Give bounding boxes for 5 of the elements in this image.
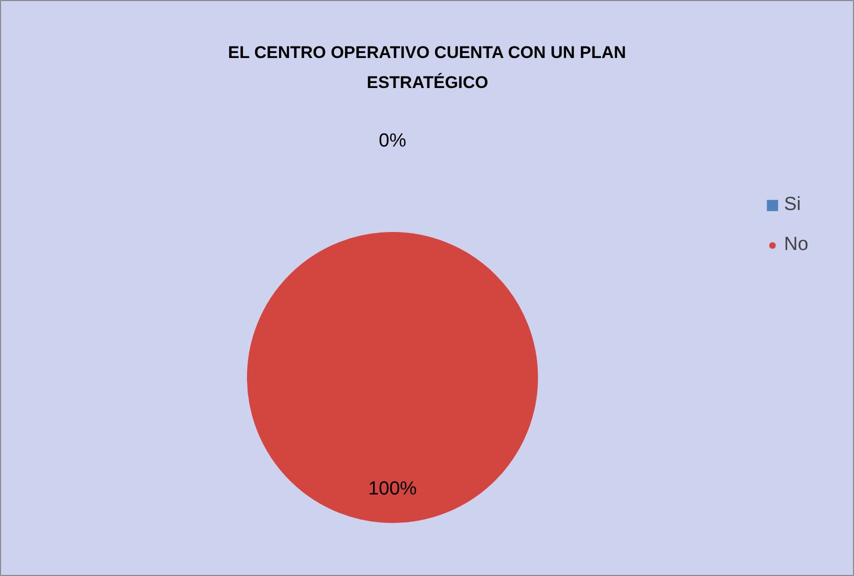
data-label: 100%: [368, 478, 417, 500]
legend-label: Si: [784, 194, 802, 216]
text: 0%: [378, 130, 406, 152]
chart-title: EL CENTRO OPERATIVO CUENTA CON UN PLAN ESTRATÉGICO: [228, 43, 626, 92]
legend-label: No: [784, 234, 808, 256]
